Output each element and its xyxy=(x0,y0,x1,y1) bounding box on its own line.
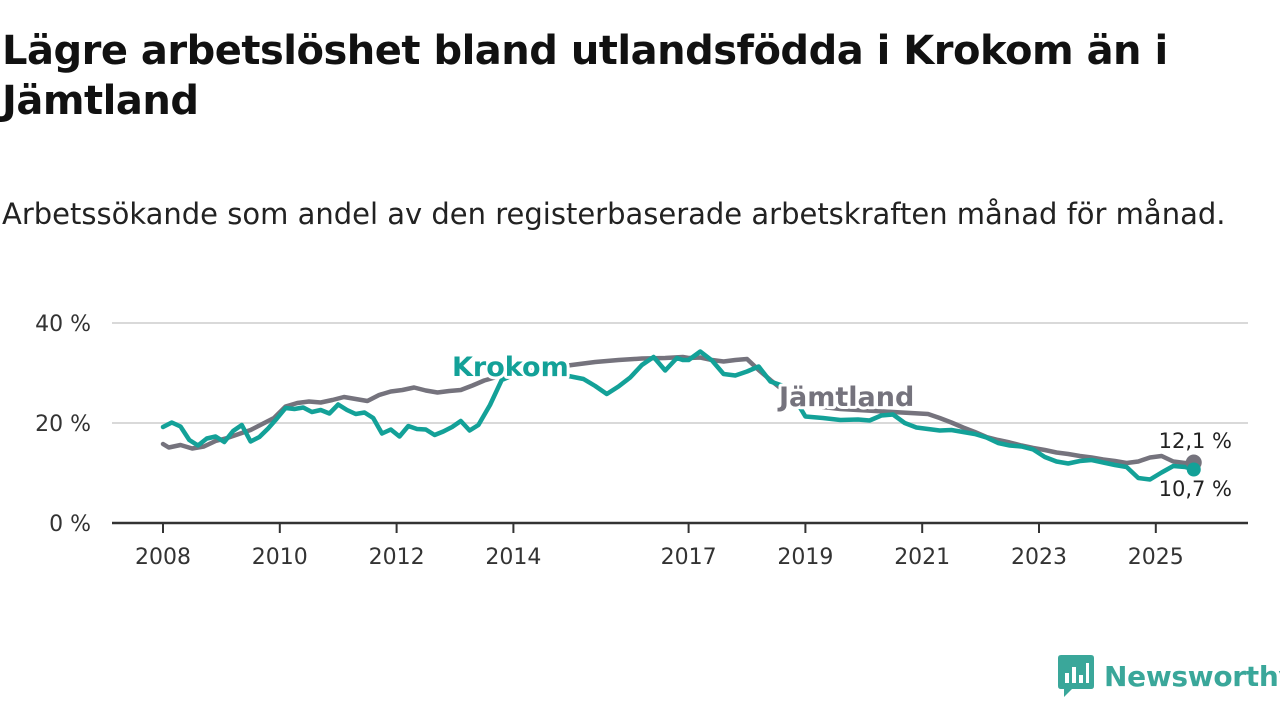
x-tick-label: 2017 xyxy=(661,545,717,570)
x-tick-label: 2010 xyxy=(252,545,308,570)
x-tick-label: 2014 xyxy=(485,545,541,570)
krokom-end-point xyxy=(1186,462,1201,477)
x-tick-label: 2019 xyxy=(777,545,833,570)
krokom-line xyxy=(160,349,1197,482)
axes xyxy=(112,521,1248,533)
series-lines xyxy=(160,349,1202,482)
chart-title: Lägre arbetslöshet bland utlandsfödda i … xyxy=(2,28,1168,124)
y-tick-label: 0 % xyxy=(49,512,91,537)
x-tick-label: 2008 xyxy=(135,545,191,570)
brand-name: Newsworthy xyxy=(1104,659,1280,693)
gridlines xyxy=(112,322,1248,424)
chart-subtitle: Arbetssökande som andel av den registerb… xyxy=(2,197,1226,231)
newsworthy-logo-icon xyxy=(1058,655,1094,697)
brand-logo: Newsworthy xyxy=(1058,654,1280,698)
x-tick-label: 2012 xyxy=(369,545,425,570)
x-tick-label: 2021 xyxy=(894,545,950,570)
x-tick-label: 2025 xyxy=(1128,545,1184,570)
jamtland-series-label: Jämtland xyxy=(777,382,914,413)
y-tick-label: 20 % xyxy=(35,412,91,437)
x-tick-label: 2023 xyxy=(1011,545,1067,570)
labels: 0 % 20 % 40 % 2008 2010 2012 2014 2017 2019 2021 2… xyxy=(35,312,1232,570)
y-tick-label: 40 % xyxy=(35,312,91,337)
line-chart: 0 % 20 % 40 % 2008 2010 2012 2014 2017 2019 2021 2… xyxy=(35,312,1248,570)
jamtland-end-value-label: 12,1 % xyxy=(1159,429,1232,453)
krokom-end-value-label: 10,7 % xyxy=(1159,477,1232,501)
krokom-series-label: Krokom xyxy=(452,352,569,383)
